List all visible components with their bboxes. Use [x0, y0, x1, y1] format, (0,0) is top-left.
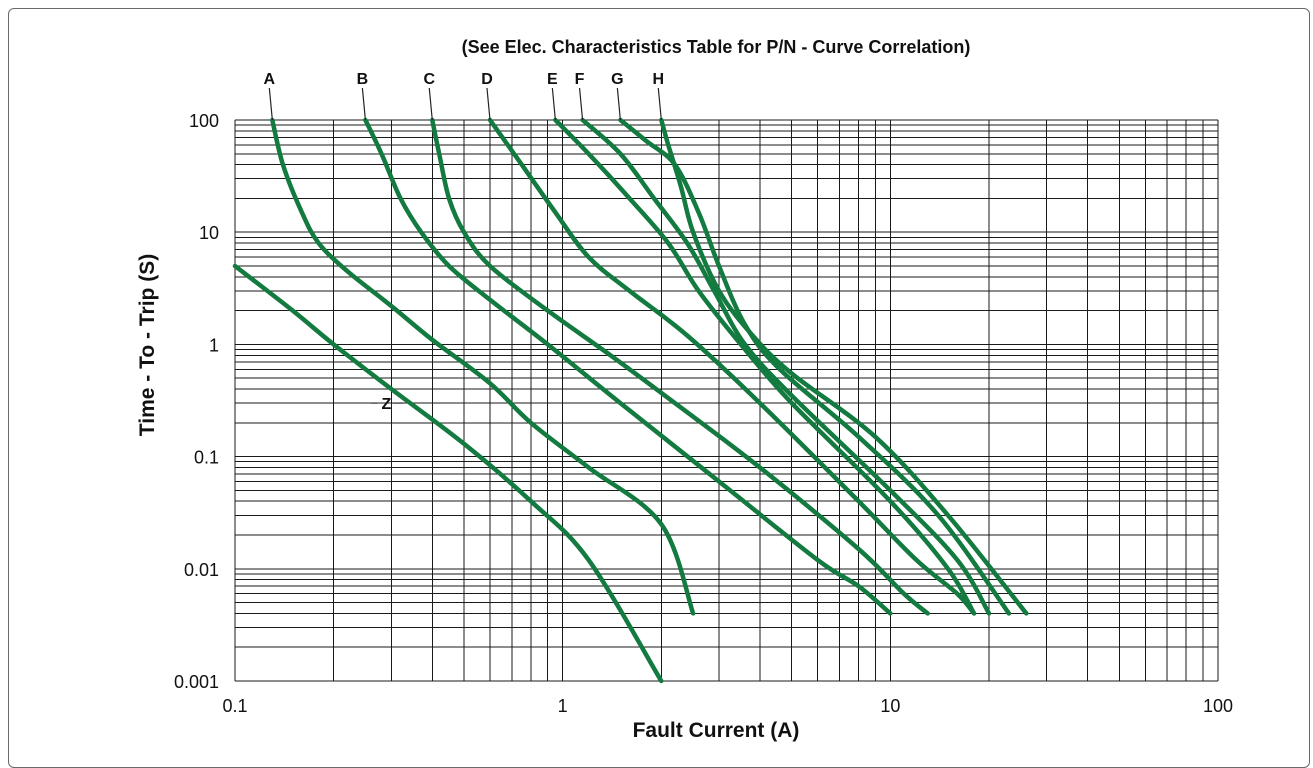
- curve-label-leaders: [268, 87, 662, 404]
- curve-label-g: G: [611, 71, 623, 88]
- curve-label-d: D: [481, 71, 493, 88]
- y-tick-label: 0.01: [184, 560, 219, 580]
- x-tick-label: 1: [558, 696, 568, 716]
- leader-d: [486, 87, 491, 121]
- leader-a: [268, 87, 273, 121]
- curve-label-h: H: [653, 71, 665, 88]
- y-tick-label: 10: [199, 223, 219, 243]
- y-tick-label: 100: [189, 111, 219, 131]
- curve-c: [430, 117, 930, 616]
- curve-a: [270, 117, 696, 616]
- x-tick-label: 100: [1203, 696, 1233, 716]
- curve-lines: [232, 117, 1029, 684]
- curve-g: [618, 117, 1012, 616]
- x-tick-labels: 0.1 1 10 100: [222, 696, 1233, 716]
- y-tick-label: 1: [209, 335, 219, 355]
- leader-h: [657, 87, 662, 121]
- curve-label-b: B: [357, 71, 369, 88]
- y-tick-label: 0.1: [194, 448, 219, 468]
- y-axis-title: Time - To - Trip (S): [136, 254, 159, 436]
- curve-label-z: Z: [381, 396, 391, 413]
- curve-d: [487, 117, 977, 616]
- x-tick-label: 10: [880, 696, 900, 716]
- curve-z: [232, 263, 664, 684]
- grid: [234, 119, 1219, 682]
- chart-title: (See Elec. Characteristics Table for P/N…: [462, 37, 971, 57]
- trip-curve-chart: A B C D E F G H Z 0.1 1 10 100 0.001 0.01 0.1 1 10 100 (…: [136, 37, 1233, 742]
- curve-label-c: C: [423, 71, 435, 88]
- curve-b: [363, 117, 893, 616]
- leader-f: [578, 87, 584, 121]
- leader-c: [428, 87, 433, 121]
- leader-g: [616, 87, 621, 121]
- leader-e: [551, 87, 556, 121]
- y-tick-label: 0.001: [174, 672, 219, 692]
- curve-labels: A B C D E F G H Z: [264, 71, 665, 413]
- x-axis-title: Fault Current (A): [633, 719, 800, 742]
- curve-h: [659, 117, 1029, 616]
- curve-f: [580, 117, 992, 616]
- curve-label-a: A: [264, 71, 276, 88]
- curve-e: [553, 117, 977, 616]
- curve-label-e: E: [547, 71, 558, 88]
- y-tick-labels: 0.001 0.01 0.1 1 10 100: [174, 111, 219, 692]
- x-tick-label: 0.1: [222, 696, 247, 716]
- leader-b: [361, 87, 366, 121]
- curve-label-f: F: [575, 71, 585, 88]
